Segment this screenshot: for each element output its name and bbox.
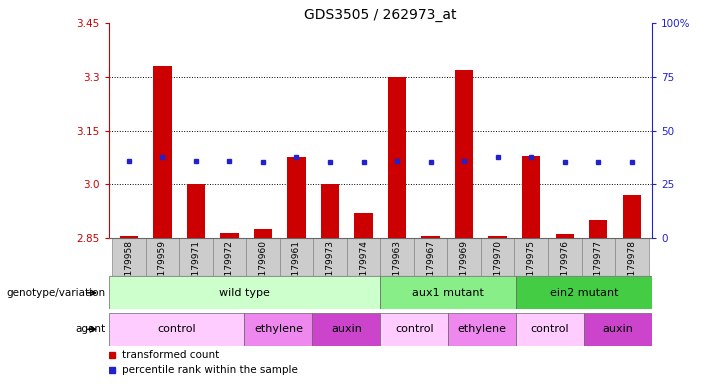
Text: percentile rank within the sample: percentile rank within the sample: [122, 366, 297, 376]
Text: ethylene: ethylene: [254, 324, 303, 334]
Bar: [515, 238, 548, 276]
Bar: [388, 77, 407, 238]
Text: GSM179972: GSM179972: [225, 240, 234, 295]
Text: genotype/variation: genotype/variation: [6, 288, 105, 298]
Bar: [448, 313, 516, 346]
Bar: [615, 238, 648, 276]
Bar: [381, 313, 448, 346]
Text: auxin: auxin: [603, 324, 634, 334]
Text: GSM179970: GSM179970: [494, 240, 502, 295]
Bar: [321, 184, 339, 238]
Bar: [109, 276, 381, 309]
Bar: [489, 236, 507, 238]
Text: GSM179976: GSM179976: [560, 240, 569, 295]
Bar: [516, 276, 652, 309]
Text: GSM179960: GSM179960: [259, 240, 267, 295]
Text: wild type: wild type: [219, 288, 270, 298]
Bar: [582, 238, 615, 276]
Text: GSM179969: GSM179969: [460, 240, 469, 295]
Bar: [280, 238, 313, 276]
Bar: [153, 66, 172, 238]
Bar: [120, 236, 138, 238]
Bar: [212, 238, 246, 276]
Bar: [146, 238, 179, 276]
Text: aux1 mutant: aux1 mutant: [412, 288, 484, 298]
Text: ethylene: ethylene: [458, 324, 507, 334]
Bar: [455, 70, 473, 238]
Text: auxin: auxin: [331, 324, 362, 334]
Bar: [186, 184, 205, 238]
Text: GSM179963: GSM179963: [393, 240, 402, 295]
Text: GSM179959: GSM179959: [158, 240, 167, 295]
Bar: [246, 238, 280, 276]
Text: GSM179975: GSM179975: [526, 240, 536, 295]
Text: GSM179967: GSM179967: [426, 240, 435, 295]
Bar: [112, 238, 146, 276]
Bar: [220, 233, 238, 238]
Bar: [313, 238, 347, 276]
Bar: [421, 236, 440, 238]
Bar: [109, 313, 245, 346]
Bar: [287, 157, 306, 238]
Bar: [354, 213, 373, 238]
Bar: [179, 238, 212, 276]
Text: control: control: [531, 324, 569, 334]
Bar: [481, 238, 515, 276]
Bar: [414, 238, 447, 276]
Bar: [254, 229, 272, 238]
Bar: [555, 235, 574, 238]
Bar: [381, 238, 414, 276]
Text: control: control: [157, 324, 196, 334]
Bar: [516, 313, 584, 346]
Bar: [381, 276, 516, 309]
Text: GSM179974: GSM179974: [359, 240, 368, 295]
Text: GSM179978: GSM179978: [627, 240, 637, 295]
Text: transformed count: transformed count: [122, 350, 219, 360]
Text: GSM179973: GSM179973: [325, 240, 334, 295]
Bar: [548, 238, 582, 276]
Bar: [589, 220, 608, 238]
Text: GSM179971: GSM179971: [191, 240, 200, 295]
Bar: [522, 156, 540, 238]
Text: ein2 mutant: ein2 mutant: [550, 288, 618, 298]
Text: control: control: [395, 324, 433, 334]
Text: GSM179961: GSM179961: [292, 240, 301, 295]
Bar: [313, 313, 380, 346]
Bar: [447, 238, 481, 276]
Text: GSM179977: GSM179977: [594, 240, 603, 295]
Title: GDS3505 / 262973_at: GDS3505 / 262973_at: [304, 8, 456, 22]
Bar: [347, 238, 381, 276]
Bar: [622, 195, 641, 238]
Bar: [584, 313, 652, 346]
Bar: [245, 313, 313, 346]
Text: agent: agent: [75, 324, 105, 334]
Text: GSM179958: GSM179958: [124, 240, 133, 295]
